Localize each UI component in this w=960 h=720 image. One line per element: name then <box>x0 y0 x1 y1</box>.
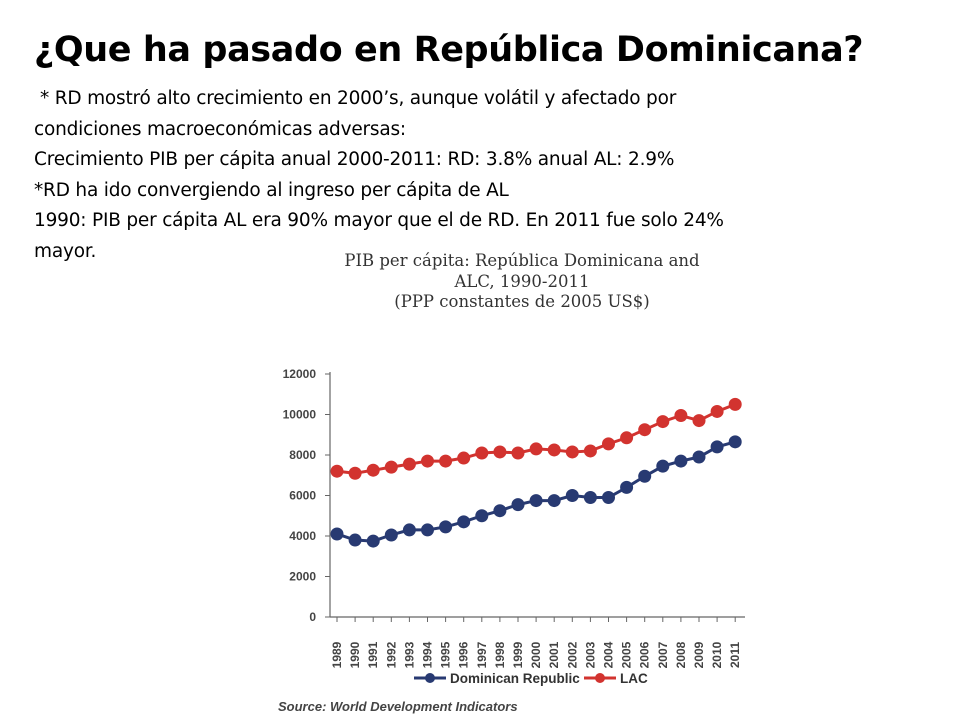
data-point-dominican-republic <box>511 498 525 512</box>
slide-title: ¿Que ha pasado en República Dominicana? <box>34 30 864 70</box>
slide-body: * RD mostró alto crecimiento en 2000’s, … <box>34 84 934 267</box>
x-tick-label: 2004 <box>602 641 616 668</box>
y-tick-label: 12000 <box>283 367 317 381</box>
x-tick-label: 2002 <box>565 641 579 668</box>
x-tick-label: 2009 <box>692 641 706 668</box>
data-point-dominican-republic <box>421 523 434 537</box>
y-tick-label: 4000 <box>289 529 316 543</box>
chart-title: PIB per cápita: República Dominicana and… <box>262 251 782 313</box>
data-point-dominican-republic <box>493 504 507 518</box>
data-point-lac <box>674 409 688 423</box>
data-point-lac <box>583 444 597 458</box>
data-point-dominican-republic <box>384 528 398 542</box>
data-point-dominican-republic <box>620 480 634 494</box>
legend-marker-lac <box>595 673 605 683</box>
x-tick-label: 2007 <box>656 641 670 668</box>
data-point-lac <box>656 415 670 429</box>
data-point-dominican-republic <box>348 533 362 547</box>
data-point-lac <box>402 457 416 471</box>
data-point-lac <box>602 437 615 451</box>
body-line-3: Crecimiento PIB per cápita anual 2000-20… <box>34 149 675 170</box>
data-point-dominican-republic <box>547 494 561 508</box>
x-tick-label: 2001 <box>547 641 561 668</box>
x-tick-label: 2000 <box>529 641 543 668</box>
data-point-dominican-republic <box>529 494 543 508</box>
data-point-lac <box>638 423 652 437</box>
data-point-dominican-republic <box>656 459 670 473</box>
legend-label-dominican-republic: Dominican Republic <box>450 671 580 686</box>
data-point-lac <box>439 454 453 468</box>
x-tick-label: 2005 <box>620 641 634 668</box>
data-point-dominican-republic <box>475 509 489 523</box>
chart-series <box>330 397 742 548</box>
data-point-lac <box>620 431 634 445</box>
data-point-lac <box>493 445 507 459</box>
x-tick-label: 1996 <box>457 641 471 668</box>
series-line-dominican-republic <box>336 440 736 543</box>
data-point-dominican-republic <box>638 469 652 483</box>
data-point-dominican-republic <box>439 520 453 534</box>
data-point-lac <box>529 442 543 456</box>
data-point-dominican-republic <box>674 454 688 468</box>
data-point-lac <box>710 404 724 418</box>
data-point-dominican-republic <box>457 515 471 529</box>
y-axis-ticks: 0 2000 4000 6000 8000 10000 12000 <box>283 367 330 624</box>
data-point-dominican-republic <box>710 440 724 454</box>
data-point-lac <box>457 451 471 465</box>
x-tick-label: 2011 <box>728 642 742 668</box>
body-line-6: mayor. <box>34 240 97 262</box>
chart-title-line-3: (PPP constantes de 2005 US$) <box>394 292 650 311</box>
data-point-dominican-republic <box>330 527 344 541</box>
data-point-lac <box>330 464 344 478</box>
x-tick-label: 1998 <box>493 641 507 668</box>
chart-legend: Dominican Republic LAC <box>414 671 648 686</box>
data-point-dominican-republic <box>565 489 579 502</box>
data-point-lac <box>348 466 362 480</box>
data-point-lac <box>692 414 706 428</box>
y-tick-label: 0 <box>309 610 316 624</box>
x-tick-label: 1989 <box>330 641 344 668</box>
x-tick-label: 1990 <box>348 641 362 668</box>
x-tick-label: 1994 <box>421 641 435 668</box>
data-point-lac <box>366 463 380 477</box>
x-tick-label: 1997 <box>475 641 489 668</box>
data-point-lac <box>728 397 742 411</box>
data-point-dominican-republic <box>583 491 597 505</box>
x-tick-label: 1991 <box>366 641 380 668</box>
data-point-lac <box>511 446 525 460</box>
data-point-dominican-republic <box>728 435 742 449</box>
y-tick-label: 10000 <box>283 408 317 422</box>
x-tick-label: 1999 <box>511 641 525 668</box>
data-point-dominican-republic <box>402 523 416 537</box>
body-line-1: * RD mostró alto crecimiento en 2000’s, … <box>40 88 677 109</box>
source-note: Source: World Development Indicators <box>278 699 518 714</box>
x-tick-label: 2010 <box>710 641 724 668</box>
data-point-dominican-republic <box>692 450 706 464</box>
chart-title-line-2: ALC, 1990-2011 <box>454 271 590 291</box>
x-tick-label: 2008 <box>674 641 688 668</box>
data-point-lac <box>565 445 579 459</box>
body-line-2: condiciones macroeconómicas adversas: <box>34 118 406 140</box>
y-tick-label: 2000 <box>289 570 316 584</box>
x-tick-label: 1992 <box>384 641 398 668</box>
data-point-lac <box>384 460 398 474</box>
data-point-lac <box>475 446 489 460</box>
data-point-dominican-republic <box>366 534 380 548</box>
legend-marker-dominican-republic <box>425 673 435 683</box>
data-point-dominican-republic <box>602 491 615 505</box>
x-tick-label: 2003 <box>583 641 597 668</box>
y-tick-label: 8000 <box>289 448 316 462</box>
legend-label-lac: LAC <box>620 671 648 686</box>
x-tick-label: 1993 <box>402 641 416 668</box>
chart-title-line-1: PIB per cápita: República Dominicana and <box>344 251 700 270</box>
x-tick-label: 1995 <box>439 641 453 668</box>
x-tick-label: 2006 <box>638 641 652 668</box>
data-point-lac <box>547 443 561 457</box>
body-line-5: 1990: PIB per cápita AL era 90% mayor qu… <box>34 210 724 231</box>
y-tick-label: 6000 <box>289 489 316 503</box>
data-point-lac <box>421 454 434 468</box>
x-axis-ticks: 1989 1990 1991 1992 1993 1994 1995 1996 1997 1998… <box>330 617 742 668</box>
body-line-4: *RD ha ido convergiendo al ingreso per c… <box>34 179 509 201</box>
